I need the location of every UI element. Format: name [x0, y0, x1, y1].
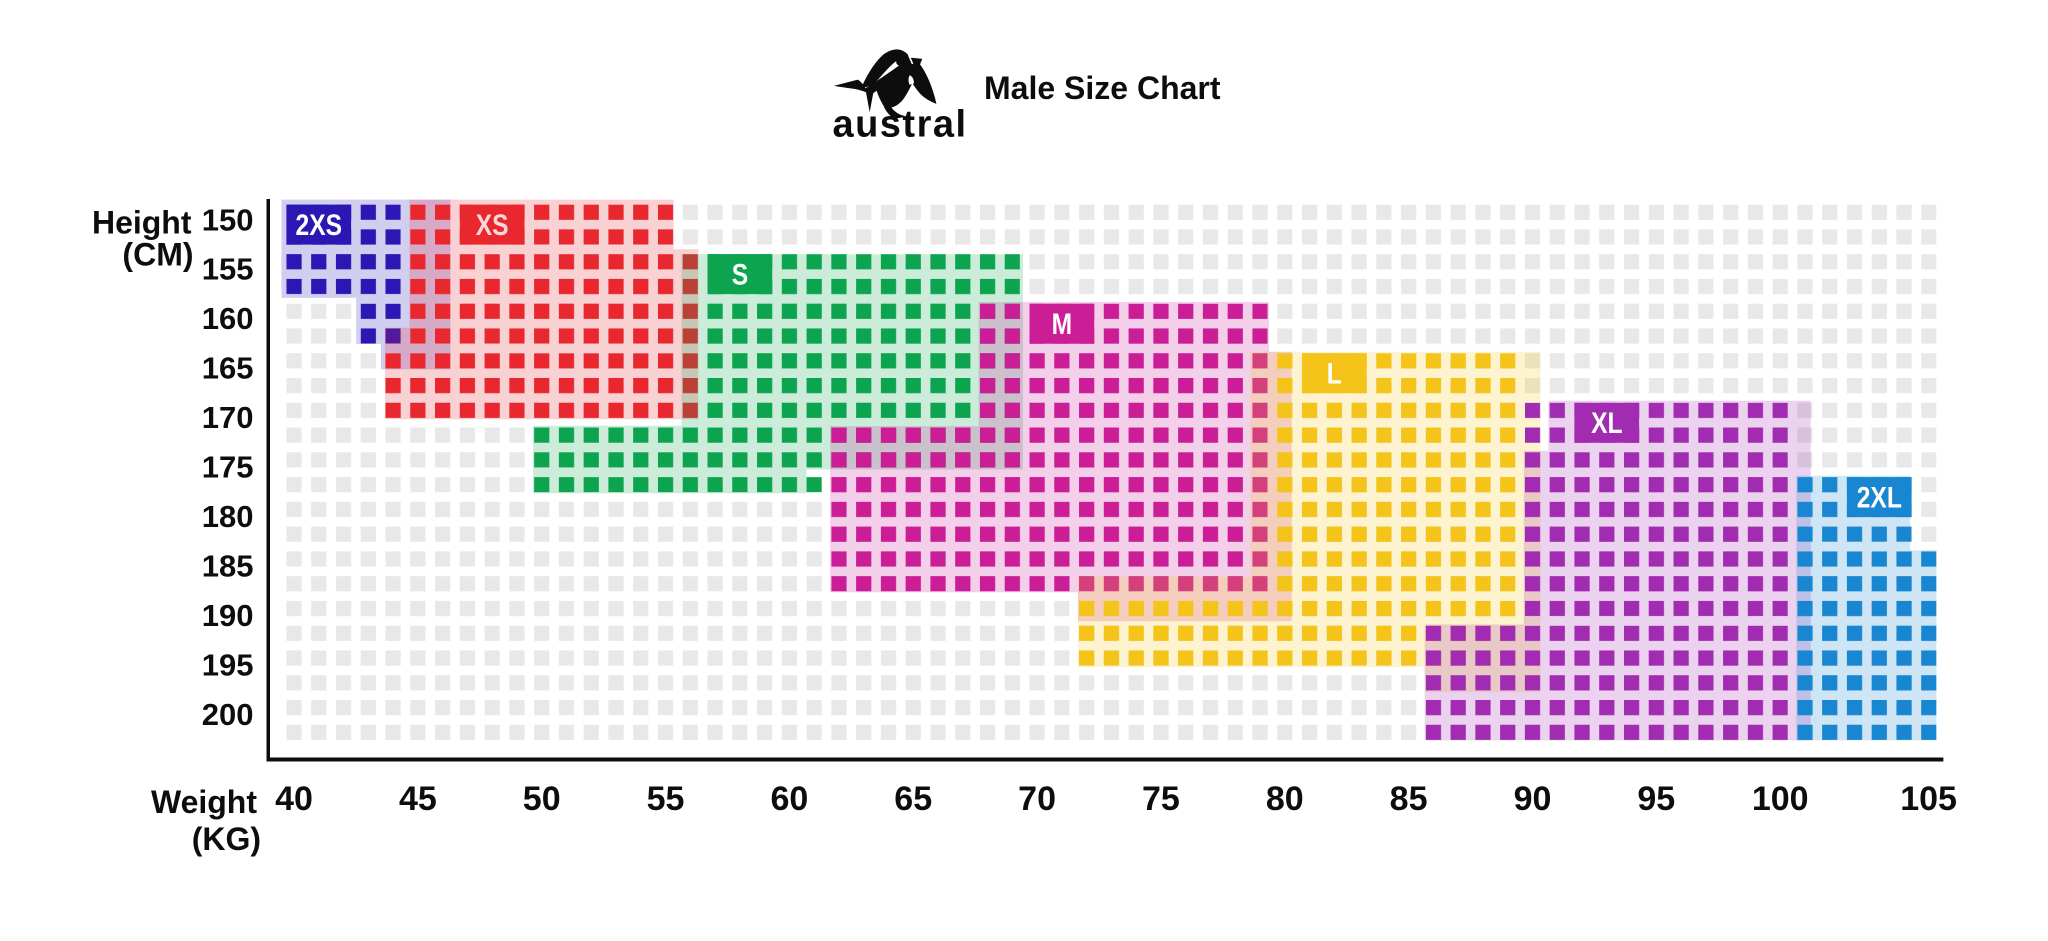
svg-text:180: 180: [202, 499, 254, 534]
svg-text:85: 85: [1390, 780, 1428, 818]
svg-text:2XL: 2XL: [1857, 480, 1902, 514]
svg-text:70: 70: [1018, 780, 1056, 818]
svg-text:90: 90: [1514, 780, 1552, 818]
svg-text:45: 45: [399, 780, 437, 818]
svg-text:105: 105: [1900, 780, 1957, 818]
svg-text:2XS: 2XS: [296, 208, 342, 242]
svg-text:55: 55: [647, 780, 685, 818]
svg-text:40: 40: [275, 780, 313, 818]
svg-text:80: 80: [1266, 780, 1304, 818]
svg-text:60: 60: [770, 780, 808, 818]
svg-text:65: 65: [894, 780, 932, 818]
svg-text:95: 95: [1637, 780, 1675, 818]
svg-text:(CM): (CM): [122, 237, 193, 273]
svg-text:Height: Height: [92, 204, 192, 240]
svg-text:austral: austral: [832, 104, 967, 146]
svg-text:100: 100: [1752, 780, 1809, 818]
svg-text:185: 185: [202, 549, 254, 584]
svg-text:175: 175: [202, 450, 254, 485]
svg-text:M: M: [1052, 307, 1072, 341]
svg-text:155: 155: [202, 252, 254, 287]
svg-text:Weight: Weight: [151, 784, 257, 820]
svg-text:195: 195: [202, 647, 254, 682]
svg-text:L: L: [1327, 356, 1342, 390]
svg-text:50: 50: [523, 780, 561, 818]
svg-text:75: 75: [1142, 780, 1180, 818]
svg-text:S: S: [732, 257, 748, 291]
svg-text:200: 200: [202, 697, 254, 732]
svg-text:150: 150: [202, 202, 254, 237]
svg-text:Male Size Chart: Male Size Chart: [984, 70, 1221, 106]
svg-text:160: 160: [202, 301, 254, 336]
svg-text:XL: XL: [1591, 406, 1622, 440]
svg-text:XS: XS: [476, 208, 509, 242]
svg-text:190: 190: [202, 598, 254, 633]
svg-text:165: 165: [202, 351, 254, 386]
svg-text:(KG): (KG): [192, 821, 261, 857]
svg-text:170: 170: [202, 400, 254, 435]
